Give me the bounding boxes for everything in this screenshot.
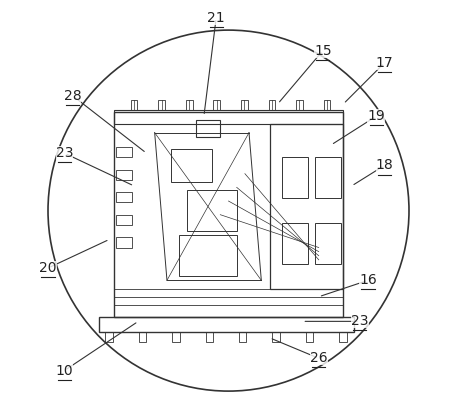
Bar <box>239 332 246 342</box>
Bar <box>99 317 354 332</box>
Text: 21: 21 <box>207 11 225 25</box>
Bar <box>306 332 313 342</box>
Bar <box>241 100 248 110</box>
Bar <box>187 190 237 231</box>
Text: 23: 23 <box>56 146 73 160</box>
Bar <box>272 332 280 342</box>
Bar <box>116 147 132 157</box>
Bar <box>139 332 146 342</box>
Text: 17: 17 <box>376 56 393 70</box>
Bar <box>196 120 220 137</box>
Bar <box>116 170 132 180</box>
Bar <box>172 332 180 342</box>
Bar <box>324 100 330 110</box>
Bar <box>171 149 212 182</box>
Text: 18: 18 <box>376 159 393 173</box>
Bar <box>282 223 308 264</box>
Bar <box>270 124 343 289</box>
Text: 26: 26 <box>310 351 328 365</box>
Text: 23: 23 <box>351 314 368 328</box>
Text: 20: 20 <box>39 261 57 275</box>
Bar <box>206 332 213 342</box>
Bar <box>114 112 343 317</box>
Bar <box>269 100 275 110</box>
Bar <box>131 100 138 110</box>
Text: 10: 10 <box>56 363 73 377</box>
Bar <box>339 332 347 342</box>
Bar <box>116 192 132 202</box>
Bar <box>186 100 192 110</box>
Bar <box>116 215 132 225</box>
Bar <box>296 100 303 110</box>
Bar <box>315 157 341 198</box>
Bar <box>106 332 113 342</box>
Text: 19: 19 <box>367 109 385 123</box>
Bar <box>213 100 220 110</box>
Text: 15: 15 <box>314 44 332 58</box>
Text: 16: 16 <box>359 273 377 287</box>
Bar <box>179 235 237 276</box>
Bar <box>116 237 132 247</box>
Text: 28: 28 <box>64 89 81 103</box>
Bar <box>159 100 165 110</box>
Bar <box>282 157 308 198</box>
Bar <box>315 223 341 264</box>
Bar <box>114 110 343 124</box>
